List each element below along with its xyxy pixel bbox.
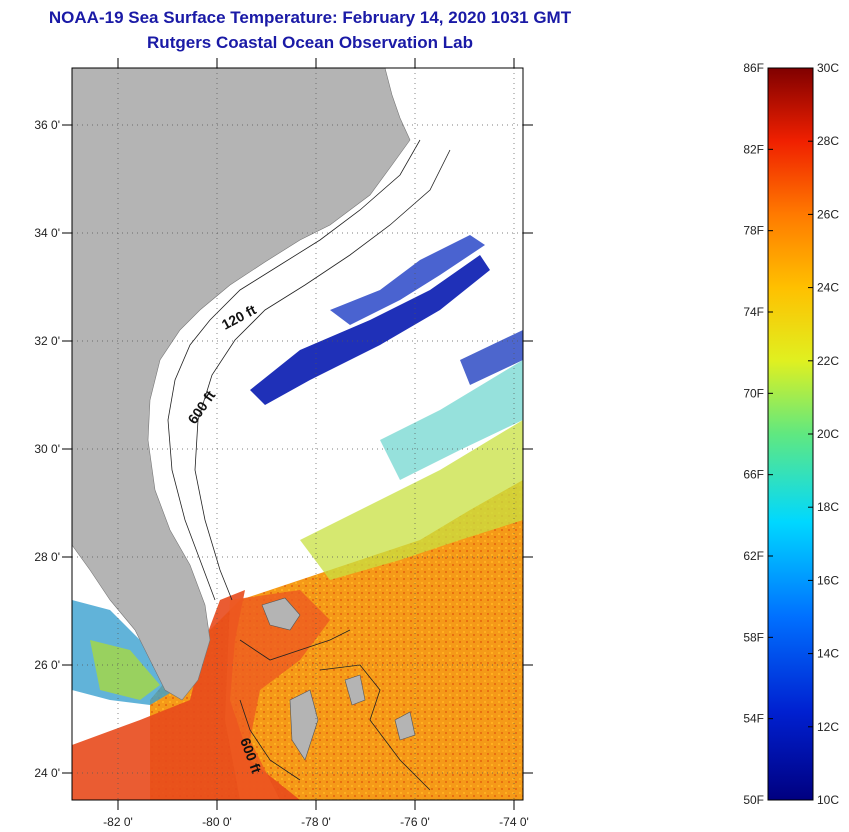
contour-600ft xyxy=(194,149,451,601)
lat-label-32: 32 0' xyxy=(34,334,60,348)
frontal-zone-cyan xyxy=(380,360,523,480)
map-frame xyxy=(71,67,524,801)
map-ticks xyxy=(62,58,533,810)
lon-label-78: -78 0' xyxy=(301,815,331,829)
colorbar-f-label: 62F xyxy=(743,549,764,563)
land-bahamas-2 xyxy=(289,689,319,761)
colorbar-fahrenheit-labels: 86F 82F 78F 74F 70F 66F 62F 58F 54F 50F xyxy=(743,61,764,807)
colorbar-c-label: 20C xyxy=(817,427,839,441)
colorbar-f-label: 50F xyxy=(743,793,764,807)
west-shelf-green xyxy=(90,640,160,700)
lat-label-34: 34 0' xyxy=(34,226,60,240)
lon-label-74: -74 0' xyxy=(499,815,529,829)
lon-label-76: -76 0' xyxy=(400,815,430,829)
colorbar-f-label: 70F xyxy=(743,386,764,400)
colorbar-c-label: 14C xyxy=(817,647,839,661)
cold-streak-3 xyxy=(460,330,523,385)
colorbar-c-label: 30C xyxy=(817,61,839,75)
colorbar-ticks xyxy=(768,67,813,801)
lat-label-28: 28 0' xyxy=(34,550,60,564)
colorbar-c-label: 18C xyxy=(817,500,839,514)
land-bahamas-1 xyxy=(261,597,301,631)
lat-label-26: 26 0' xyxy=(34,658,60,672)
land-mainland xyxy=(72,68,411,701)
colorbar-f-label: 86F xyxy=(743,61,764,75)
map-grid xyxy=(72,68,523,800)
colorbar-c-label: 28C xyxy=(817,134,839,148)
lat-label-24: 24 0' xyxy=(34,766,60,780)
contour-bahamas xyxy=(239,629,431,791)
colorbar-f-label: 74F xyxy=(743,305,764,319)
land-bahamas-3 xyxy=(344,674,366,706)
colorbar-c-label: 10C xyxy=(817,793,839,807)
colorbar-f-label: 58F xyxy=(743,630,764,644)
colorbar-f-label: 82F xyxy=(743,142,764,156)
contour-120ft xyxy=(167,139,421,601)
frontal-zone xyxy=(300,420,523,580)
colorbar-celsius-labels: 30C 28C 26C 24C 22C 20C 18C 16C 14C 12C 10C xyxy=(817,61,839,807)
cold-streak-2 xyxy=(330,235,485,325)
lat-label-36: 36 0' xyxy=(34,118,60,132)
land-bahamas-4 xyxy=(394,711,416,741)
colorbar-c-label: 16C xyxy=(817,573,839,587)
colorbar-c-label: 22C xyxy=(817,354,839,368)
colorbar xyxy=(767,67,814,801)
lon-label-82: -82 0' xyxy=(103,815,133,829)
gulf-stream-core xyxy=(225,590,330,800)
map-title: NOAA-19 Sea Surface Temperature: Februar… xyxy=(48,8,572,27)
colorbar-c-label: 24C xyxy=(817,281,839,295)
colorbar-c-label: 12C xyxy=(817,720,839,734)
colorbar-c-label: 26C xyxy=(817,207,839,221)
lat-label-30: 30 0' xyxy=(34,442,60,456)
cold-streak-1 xyxy=(250,255,490,405)
map-panel: 120 ft 600 ft 600 ft xyxy=(72,68,523,800)
colorbar-f-label: 78F xyxy=(743,224,764,238)
colorbar-f-label: 66F xyxy=(743,468,764,482)
lon-label-80: -80 0' xyxy=(202,815,232,829)
map-subtitle: Rutgers Coastal Ocean Observation Lab xyxy=(147,33,473,52)
colorbar-f-label: 54F xyxy=(743,712,764,726)
